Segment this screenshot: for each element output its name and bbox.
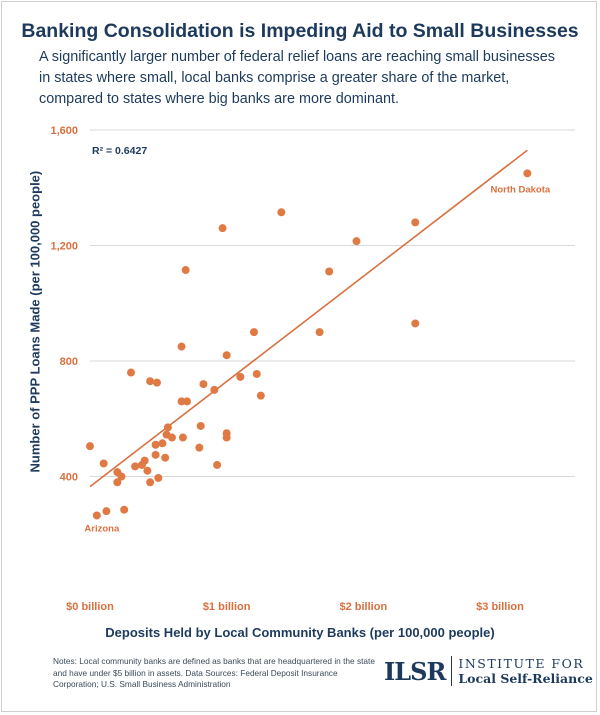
data-point (92, 511, 101, 520)
data-point (163, 423, 172, 432)
data-point (177, 397, 186, 406)
footnote: Notes: Local community banks are defined… (53, 656, 375, 689)
ilsr-logo: ILSR INSTITUTE FOR Local Self-Reliance (384, 654, 593, 688)
chart-subtitle: A significantly larger number of federal… (39, 49, 555, 107)
data-point (146, 377, 155, 386)
data-point (250, 328, 258, 337)
data-point (213, 460, 222, 469)
data-point (222, 351, 231, 360)
y-axis-label: Number of PPP Loans Made (per 100,000 pe… (27, 170, 43, 473)
data-point (411, 218, 420, 227)
data-point (146, 478, 155, 487)
data-point (143, 466, 152, 475)
data-point (158, 439, 167, 448)
x-tick-label: $0 billion (66, 601, 114, 613)
ilsr-logo-mark: ILSR (384, 656, 446, 686)
data-point (151, 440, 160, 449)
data-point (151, 450, 160, 459)
data-point (256, 391, 265, 400)
trend-line (89, 149, 528, 488)
x-tick-label: $2 billion (339, 601, 387, 613)
data-point (236, 372, 245, 381)
logo-divider (451, 656, 453, 686)
data-point (178, 433, 187, 442)
data-point (131, 462, 140, 471)
data-point (315, 328, 324, 337)
data-point (325, 267, 334, 276)
data-point (277, 208, 286, 217)
x-tick-label: $1 billion (203, 601, 251, 613)
data-point (117, 472, 126, 481)
data-point (99, 459, 108, 468)
data-point (252, 369, 261, 378)
r-squared-label: R² = 0.6427 (92, 145, 147, 157)
logo-line-1: INSTITUTE FOR (458, 656, 585, 671)
data-point (168, 433, 176, 442)
data-point (183, 397, 192, 406)
data-point (199, 380, 208, 389)
data-point (86, 442, 94, 451)
data-point (154, 473, 163, 482)
data-point (352, 237, 361, 246)
y-tick-label: 400 (60, 472, 78, 484)
data-point (177, 342, 186, 351)
y-tick-label: 1,200 (50, 241, 78, 253)
data-point (102, 507, 111, 516)
x-axis-label: Deposits Held by Local Community Banks (… (105, 625, 495, 640)
data-point (523, 169, 532, 178)
data-point (218, 224, 227, 233)
data-point (140, 456, 149, 465)
logo-text: INSTITUTE FOR Local Self-Reliance (458, 656, 592, 686)
chart-title: Banking Consolidation is Impeding Aid to… (21, 20, 579, 42)
logo-mark-part-2: SR (410, 656, 446, 686)
data-point (196, 421, 205, 430)
data-point (161, 453, 170, 462)
data-point (152, 378, 161, 387)
y-tick-label: 1,600 (50, 125, 78, 137)
logo-line-2: Local Self-Reliance (458, 671, 593, 686)
x-tick-label: $3 billion (476, 601, 524, 613)
data-point (195, 443, 204, 452)
data-point (210, 385, 219, 394)
annotation-arizona: Arizona (84, 523, 120, 534)
annotation-north-dakota: North Dakota (491, 184, 551, 195)
data-point (127, 368, 135, 377)
y-tick-label: 800 (60, 356, 78, 368)
data-point (120, 505, 129, 514)
data-point (113, 478, 122, 487)
data-point (411, 319, 420, 328)
data-point (181, 266, 190, 275)
data-point (222, 433, 231, 442)
logo-mark-part-1: IL (384, 656, 411, 686)
